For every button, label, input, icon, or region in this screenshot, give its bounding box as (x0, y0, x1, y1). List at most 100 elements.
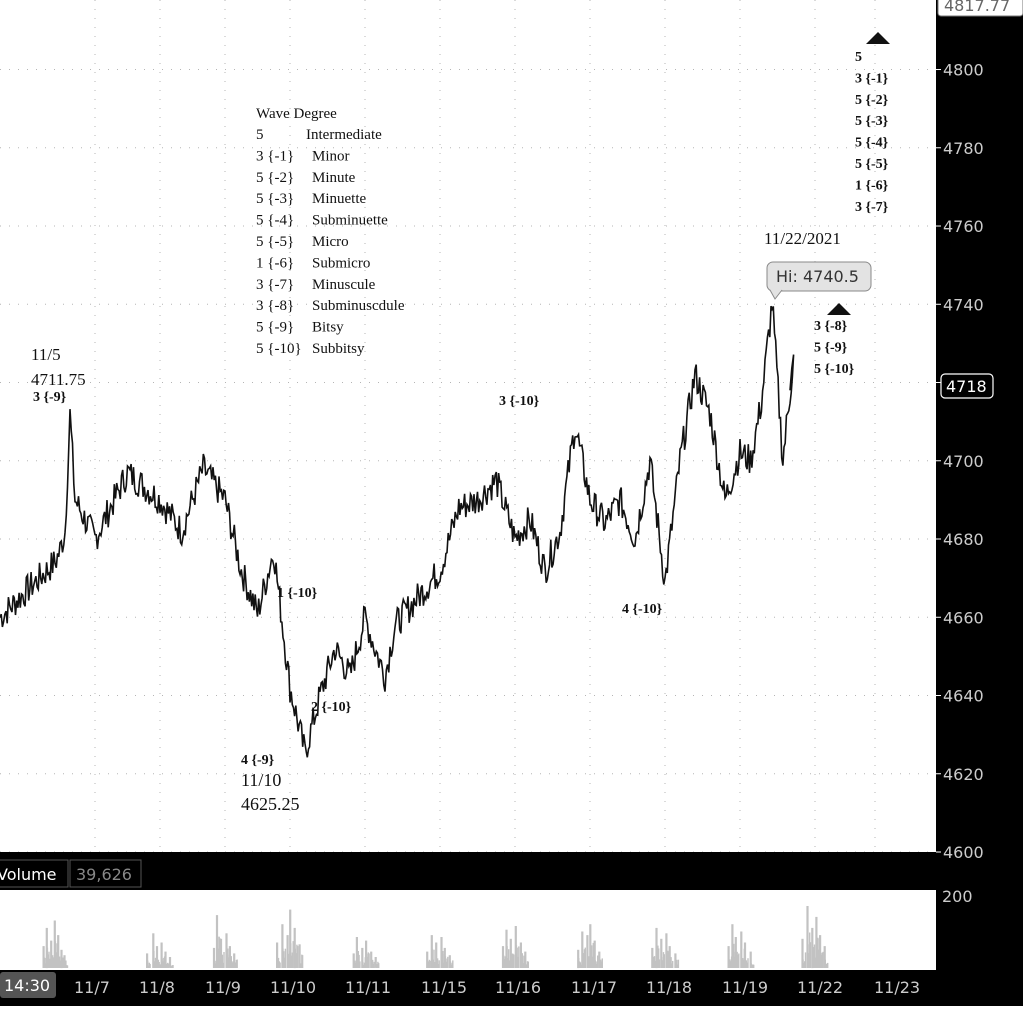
top-price-badge (937, 0, 1023, 17)
panel-divider[interactable] (0, 852, 936, 858)
volume-bar (290, 943, 292, 968)
volume-bar (521, 953, 523, 968)
x-axis-first-badge (0, 972, 56, 998)
volume-bar (61, 961, 63, 968)
volume-bar (213, 961, 216, 968)
volume-bar (816, 955, 818, 968)
volume-bar (591, 945, 593, 968)
volume-bar (597, 955, 599, 968)
volume-bar (663, 954, 665, 968)
legend-row-code: 3 {-1} (256, 148, 294, 164)
x-tick-label: 11/19 (722, 978, 768, 997)
volume-bar (588, 956, 590, 968)
volume-bar (512, 953, 514, 968)
volume-bar (657, 945, 659, 968)
volume-bar (658, 948, 660, 968)
volume-bar (352, 953, 355, 968)
volume-bar (431, 948, 434, 968)
volume-bar (42, 946, 45, 968)
volume-bar (52, 957, 55, 968)
volume-bar (826, 963, 828, 968)
y-tick-label: 4620 (943, 765, 984, 784)
volume-bar (366, 953, 368, 968)
volume-bar (436, 958, 439, 968)
volume-bar (354, 960, 356, 968)
volume-bar (172, 965, 174, 968)
annotation-low-1110: 4 {-9} 11/10 4625.25 (241, 753, 300, 814)
volume-bar (515, 945, 518, 968)
volume-bar (589, 924, 592, 968)
volume-bar (229, 963, 232, 968)
volume-bar (746, 962, 748, 968)
volume-bar (50, 940, 53, 968)
volume-bar (147, 965, 150, 968)
legend-row-code: 5 {-10} (256, 341, 302, 357)
volume-bar (54, 941, 57, 968)
volume-bar (516, 947, 518, 968)
x-tick-label: 11/18 (646, 978, 692, 997)
volume-bar (525, 963, 527, 968)
volume-bar (745, 960, 748, 968)
volume-bar (822, 951, 824, 968)
volume-bar (452, 960, 454, 968)
low-price: 4625.25 (241, 794, 300, 814)
volume-bar (524, 951, 527, 968)
volume-bar (578, 961, 581, 968)
volume-bar (806, 906, 809, 968)
volume-bar (283, 957, 286, 968)
wave-label-2: 2 {-10} (311, 700, 352, 715)
volume-bar (225, 933, 228, 968)
volume-bar (171, 965, 173, 968)
volume-bar (60, 949, 63, 969)
volume-bar (727, 946, 730, 968)
volume-bar (166, 963, 168, 968)
wave-degree-legend: Wave Degree 5 Intermediate 3 {-1} Minor 5 {-… (256, 106, 405, 357)
volume-bar (801, 938, 804, 968)
y-tick-label: 4660 (943, 608, 984, 627)
volume-bar (433, 949, 435, 968)
price-plot-area[interactable] (0, 0, 936, 852)
volume-bar (449, 961, 452, 968)
volume-bar (161, 958, 163, 968)
high-price: 4711.75 (31, 370, 86, 389)
volume-bar (58, 959, 60, 968)
volume-bar (729, 959, 731, 968)
volume-bar (362, 961, 364, 968)
volume-bar (300, 963, 302, 968)
volume-bar (590, 960, 592, 968)
x-tick-label: 11/8 (139, 978, 175, 997)
upper-stack-item: 5 {-5} (855, 157, 889, 172)
volume-bar (236, 959, 238, 968)
volume-bar (667, 950, 669, 968)
lower-stack-item: 5 {-10} (814, 362, 855, 377)
volume-bar (582, 962, 584, 968)
legend-row-name: Subminuette (312, 213, 388, 229)
volume-bar (64, 961, 66, 968)
volume-bar (371, 959, 374, 968)
volume-plot-area[interactable] (0, 890, 936, 970)
volume-bar (66, 965, 68, 968)
volume-bar (728, 960, 730, 968)
volume-bar (445, 961, 447, 968)
volume-bar (297, 946, 299, 968)
legend-row-name: Minuscule (312, 277, 376, 293)
x-tick-label: 11/16 (495, 978, 541, 997)
volume-bar (148, 962, 150, 968)
volume-bar (429, 960, 431, 968)
volume-bar (583, 953, 585, 968)
volume-bar (827, 962, 829, 968)
volume-bar (55, 952, 57, 968)
legend-title: Wave Degree (256, 106, 337, 122)
volume-bar (507, 958, 509, 968)
volume-bar (279, 962, 281, 968)
volume-bar (731, 924, 734, 968)
volume-bar (163, 957, 165, 968)
volume-bar (158, 962, 160, 968)
volume-bar (444, 956, 447, 968)
volume-bar (601, 958, 603, 968)
volume-bar (428, 959, 431, 968)
volume-bar (51, 955, 54, 968)
volume-bar (169, 965, 172, 968)
volume-bar (508, 949, 510, 968)
